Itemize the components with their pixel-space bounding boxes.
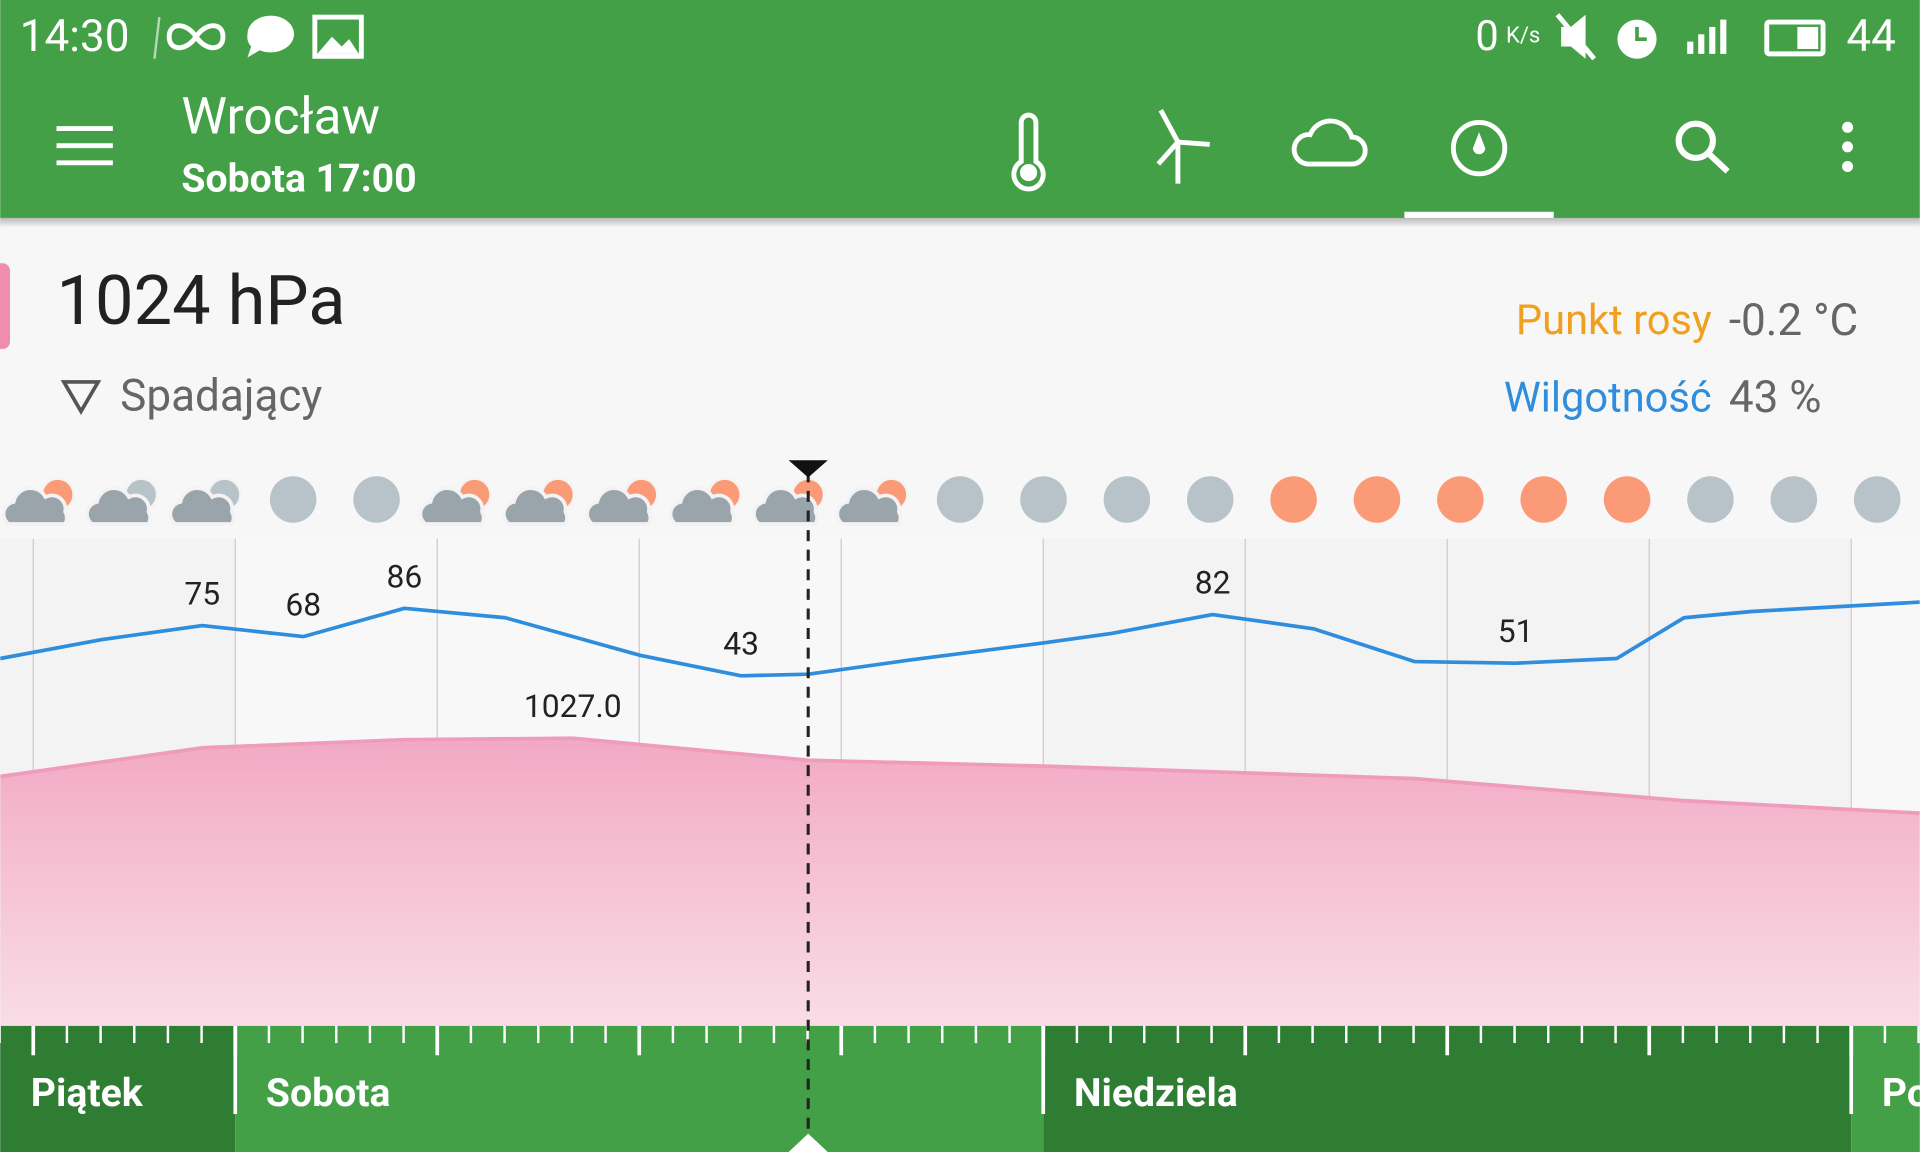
day-label: Piątek [31,1070,144,1116]
city-name[interactable]: Wrocław [181,86,380,147]
clear-night-icon [353,476,400,523]
app-bar [0,0,1920,218]
separator [153,16,161,59]
battery-percent: 44 [1846,10,1896,62]
pressure-area [0,738,1920,1026]
clear-night-icon [1186,476,1234,523]
value-label: 75 [184,575,220,613]
sun-icon [1520,476,1567,523]
day-label: Po [1882,1070,1920,1116]
search-button[interactable] [1675,120,1730,174]
cloud [752,486,819,526]
status-time: 14:30 [20,10,130,62]
day-label: Sobota [266,1070,391,1116]
value-labels: 1027.0 75 68 86 43 82 51 [184,557,1533,725]
temperature-tab[interactable] [1011,112,1046,192]
clear-night-icon [269,476,317,523]
sun-icon [1270,476,1317,523]
sun-icon [1437,476,1484,523]
pressure-tab[interactable] [1404,119,1554,218]
value-label: 82 [1195,564,1231,602]
forecast-datetime: Sobota 17:00 [181,156,416,202]
net-speed-unit: K/s [1506,24,1540,49]
alarm-hands [1635,26,1647,42]
humidity-value: 43 % [1729,371,1822,423]
clear-night-icon [1687,476,1734,523]
sun-icon [1353,476,1401,523]
menu-button[interactable] [56,126,113,166]
clear-night-icon [1020,476,1067,523]
chat-icon [247,15,295,58]
mute-slash [1555,13,1597,61]
time-cursor [788,460,828,1152]
plot [0,538,1920,1026]
value-label: 68 [285,586,321,624]
humidity-line [0,600,1920,678]
signal-bar [1687,41,1694,54]
infinity-icon [166,23,226,51]
gallery-mountain [317,36,359,54]
cloud [418,486,486,526]
net-speed: 0 [1475,12,1498,61]
clear-night-icon [1103,476,1151,523]
humidity-label: Wilgotność [1504,373,1712,422]
day-segment [0,1025,236,1152]
wind-tab[interactable] [1156,109,1210,184]
battery-level [1797,26,1819,49]
cloud [85,486,152,526]
clear-night-icon [1853,476,1901,523]
sun-icon [1603,476,1651,523]
cloud [168,486,236,526]
dew-point-value: -0.2 °C [1729,294,1858,346]
signal-bar [1698,34,1705,54]
pressure-trend: Spadający [120,370,322,422]
gallery-icon [312,14,364,59]
clear-night-icon [936,476,984,523]
trend-icon [60,380,102,415]
value-label: 86 [386,557,422,595]
more-button[interactable] [1842,121,1854,173]
app-bar-shadow [0,217,1920,228]
cloud [835,486,903,526]
pressure-indicator [0,263,10,349]
value-label: 1027.0 [524,687,622,725]
toolbar: Wrocław Sobota 17:00 [56,86,1854,218]
cloud [668,486,736,526]
dew-point-label: Punkt rosy [1516,296,1712,345]
day-bar: Piątek Sobota Niedziela Po [0,1025,1920,1152]
signal-bar [1720,19,1727,54]
current-pressure: 1024 hPa [57,260,346,341]
status-bar: 14:30 0 K/s 44 [20,10,1896,62]
value-label: 51 [1498,612,1534,650]
value-label: 43 [723,625,759,663]
clear-night-icon [1770,476,1818,523]
cloud [585,486,653,526]
cloud [1,486,69,526]
day-segment [1851,1025,1920,1152]
signal-bar [1709,26,1716,54]
cloud [502,486,569,526]
battery-icon [1764,19,1826,57]
cloud-tab[interactable] [1291,118,1368,167]
pressure-line [0,736,1920,815]
day-label: Niedziela [1074,1070,1238,1116]
weather-icons [1,476,1901,526]
